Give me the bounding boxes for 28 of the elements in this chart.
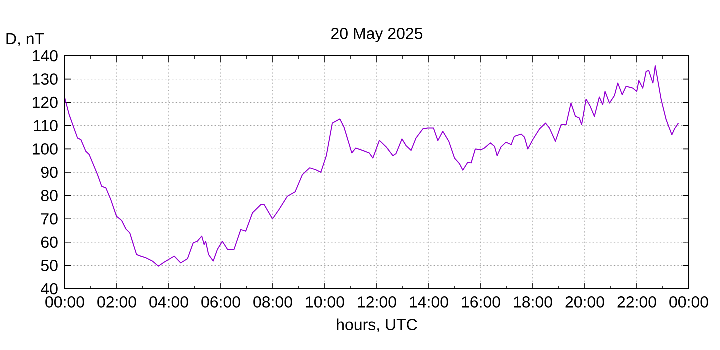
x-tick-label: 06:00 [202, 296, 240, 308]
y-tick-label: 90 [41, 166, 58, 178]
y-tick-label: 60 [41, 236, 58, 248]
x-tick-label: 14:00 [410, 296, 448, 308]
chart-title: 20 May 2025 [332, 28, 423, 42]
x-tick-label: 18:00 [514, 296, 552, 308]
x-tick-label: 12:00 [358, 296, 396, 308]
y-tick-label: 140 [32, 50, 58, 62]
y-tick-label: 70 [42, 213, 58, 225]
y-tick-label: 110 [34, 120, 58, 132]
x-tick-label: 00:00 [46, 296, 84, 308]
x-tick-label: 08:00 [254, 296, 292, 308]
x-axis-title: hours, UTC [337, 318, 418, 332]
y-tick-label: 100 [32, 144, 58, 155]
y-axis-title: D, nT [6, 33, 44, 46]
x-tick-label: 04:00 [150, 296, 188, 308]
y-tick-label: 130 [32, 74, 58, 85]
x-tick-label: 02:00 [98, 296, 136, 308]
y-tick-label: 80 [41, 190, 58, 202]
y-tick-label: 50 [41, 260, 58, 272]
x-tick-label: 22:00 [618, 296, 656, 308]
y-tick-label: 40 [41, 283, 58, 295]
x-tick-label: 00:00 [670, 296, 708, 308]
y-tick-label: 120 [32, 96, 58, 108]
x-tick-label: 16:00 [462, 296, 500, 308]
x-tick-label: 10:00 [306, 296, 344, 308]
line-series [65, 66, 680, 267]
x-tick-label: 20:00 [566, 296, 604, 308]
